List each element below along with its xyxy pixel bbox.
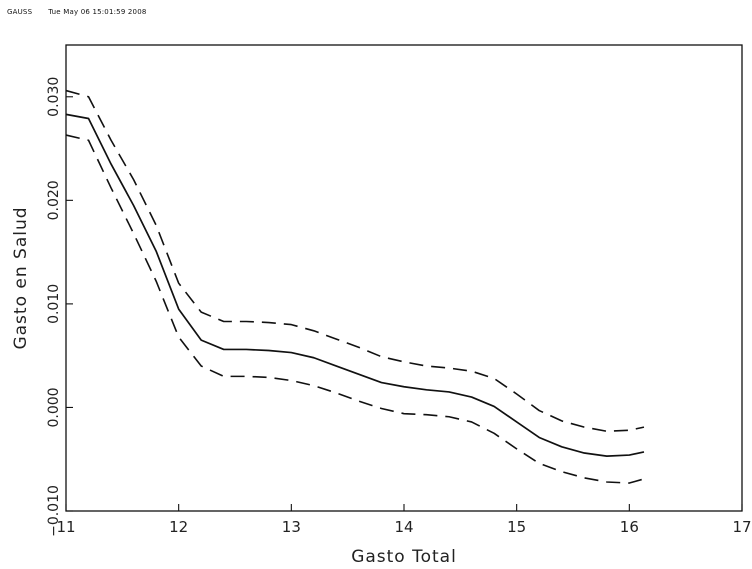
x-tick-label: 12: [169, 518, 188, 536]
plot-header: GAUSS Tue May 06 15:01:59 2008: [7, 8, 147, 16]
confidence-band-line: [65, 134, 645, 484]
x-tick-label: 15: [507, 518, 526, 536]
y-tick-label: 0.030: [46, 77, 62, 117]
x-tick-label: 13: [282, 518, 301, 536]
data-series: [65, 89, 645, 484]
x-tick-label: 17: [732, 518, 751, 536]
axis-ticks: 11 12 13 14 15 16 17 −0.010 0.000 0.010 0.020 0.030: [46, 77, 752, 537]
timestamp: Tue May 06 15:01:59 2008: [48, 8, 147, 16]
x-tick-label: 16: [620, 518, 639, 536]
y-axis-label: Gasto en Salud: [11, 206, 31, 349]
program-name: GAUSS: [7, 8, 33, 16]
y-tick-label: 0.020: [46, 180, 62, 220]
x-axis-label: Gasto Total: [351, 547, 457, 567]
x-tick-label: 14: [394, 518, 413, 536]
x-tick-label: 11: [56, 518, 75, 536]
y-tick-label: 0.010: [46, 284, 62, 324]
y-tick-label: 0.000: [46, 387, 62, 427]
confidence-band-line: [65, 89, 645, 433]
y-tick-label: −0.010: [46, 485, 62, 537]
estimate-line: [65, 113, 645, 457]
